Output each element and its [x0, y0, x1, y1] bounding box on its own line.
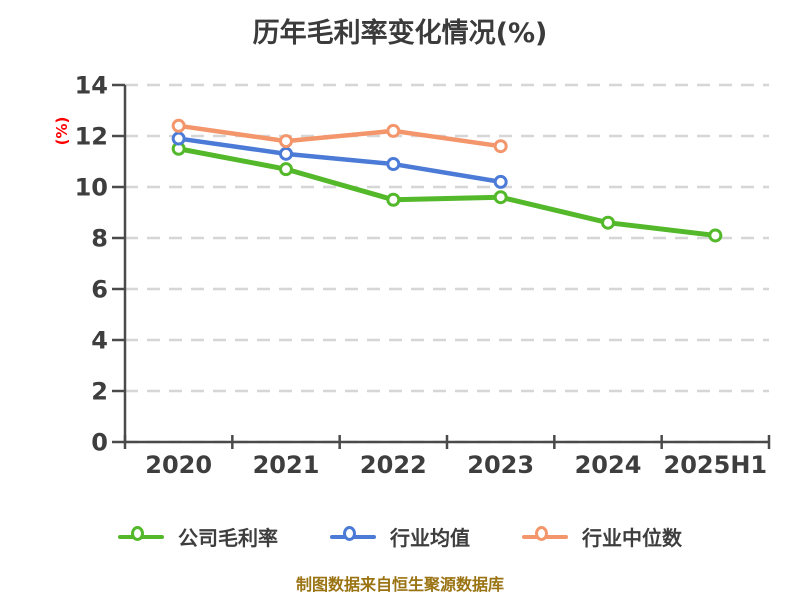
series-line-industry-mean	[176, 136, 503, 185]
y-tick-label: 14	[75, 72, 108, 100]
legend-marker-icon-company-gross-margin	[118, 525, 164, 548]
data-point-industry-median	[171, 118, 186, 133]
data-point-industry-median	[386, 123, 401, 138]
legend-dot	[343, 525, 356, 541]
x-tick-label: 2023	[467, 451, 534, 479]
legend-item-industry-median: 行业中位数	[522, 522, 682, 551]
x-tick-label: 2021	[253, 451, 320, 479]
legend-label-industry-median: 行业中位数	[582, 526, 682, 550]
y-tick-label: 10	[75, 174, 108, 202]
data-point-company-gross-margin	[279, 162, 293, 177]
y-tick-label: 8	[91, 225, 108, 253]
data-point-industry-mean	[386, 157, 401, 172]
y-tick-label: 12	[75, 123, 108, 151]
y-tick-label: 6	[91, 276, 108, 304]
legend-item-company-gross-margin: 公司毛利率	[118, 522, 278, 551]
x-tick-label: 2022	[360, 451, 427, 479]
legend-marker-icon-industry-mean	[330, 525, 376, 548]
data-point-company-gross-margin	[601, 215, 615, 230]
legend-marker-icon-industry-median	[522, 525, 568, 548]
y-tick-label: 2	[91, 378, 108, 406]
series-line-company-gross-margin	[176, 146, 718, 238]
legend-dot	[131, 525, 144, 541]
legend-item-industry-mean: 行业均值	[330, 522, 470, 551]
data-point-industry-mean	[279, 146, 293, 161]
legend-label-company-gross-margin: 公司毛利率	[178, 526, 278, 550]
data-point-industry-median	[279, 134, 293, 149]
x-tick-label: 2020	[145, 451, 212, 479]
legend-dot	[535, 525, 548, 541]
y-tick-label: 4	[91, 327, 108, 355]
data-point-industry-median	[493, 139, 508, 154]
y-tick-label: 0	[91, 429, 108, 457]
data-source-note: 制图数据来自恒生聚源数据库	[295, 575, 504, 594]
series-line-industry-median	[176, 123, 503, 149]
data-point-industry-mean	[171, 131, 186, 146]
x-tick-label: 2025H1	[664, 451, 768, 479]
data-point-company-gross-margin	[708, 228, 723, 243]
x-tick-label: 2024	[575, 451, 642, 479]
legend-label-industry-mean: 行业均值	[390, 526, 470, 550]
data-point-company-gross-margin	[386, 192, 401, 207]
chart-title: 历年毛利率变化情况(%)	[252, 18, 548, 49]
data-point-industry-mean	[493, 174, 508, 189]
data-point-company-gross-margin	[493, 190, 508, 205]
legend: 公司毛利率 行业均值 行业中位数	[0, 522, 800, 551]
